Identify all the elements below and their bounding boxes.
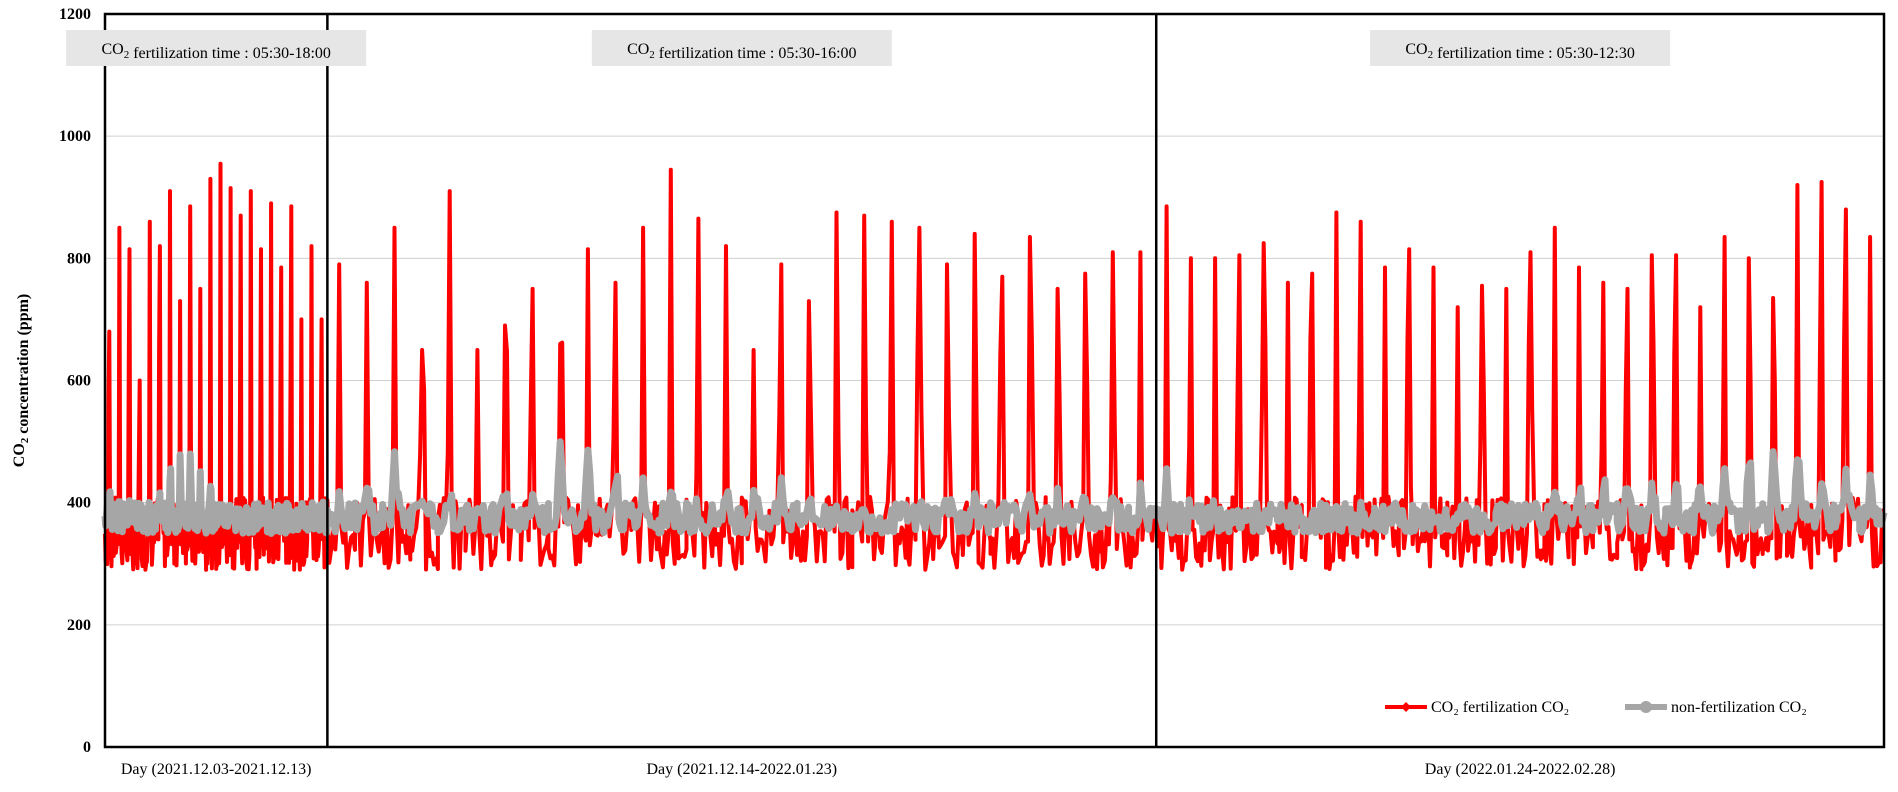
plot-border [103, 12, 1886, 749]
y-tick-label: 400 [67, 495, 91, 512]
x-period-label: Day (2021.12.03-2021.12.13) [121, 761, 312, 778]
series-lines [101, 161, 1888, 572]
legend-entry-label: CO₂ fertilization CO₂ [1431, 699, 1569, 716]
y-axis-ticks: 0 200 400 600 800 1000 1200 [59, 6, 91, 756]
annotation-box [1370, 30, 1671, 66]
legend-marker-diamond [1401, 702, 1411, 712]
legend-marker-circle [1640, 701, 1652, 713]
plot-frame [103, 12, 1886, 749]
x-axis-labels: Day (2021.12.03-2021.12.13) Day (2021.12.… [121, 761, 1616, 778]
x-period-label: Day (2022.01.24-2022.02.28) [1425, 761, 1616, 778]
y-tick-label: 1200 [59, 6, 91, 23]
annotation-box [66, 30, 367, 66]
legend-entry-label: non-fertilization CO₂ [1671, 699, 1807, 716]
annotation-text: CO2 fertilization time : 05:30-18:00 [101, 41, 330, 62]
period-annotations: CO2 fertilization time : 05:30-18:00 CO2 … [66, 30, 1671, 66]
y-axis-label: CO2 concentration (ppm) [11, 294, 32, 467]
y-tick-label: 1000 [59, 128, 91, 145]
annotation-box [591, 30, 892, 66]
y-tick-label: 200 [67, 617, 91, 634]
y-tick-label: 0 [83, 739, 91, 756]
y-tick-label: 800 [67, 250, 91, 267]
annotation-text: CO2 fertilization time : 05:30-12:30 [1405, 41, 1634, 62]
annotation-text: CO2 fertilization time : 05:30-16:00 [627, 41, 856, 62]
legend: CO₂ fertilization CO₂ non-fertilization C… [1385, 699, 1807, 716]
y-tick-label: 600 [67, 373, 91, 390]
series-line-non-fertilization [101, 438, 1888, 537]
x-period-label: Day (2021.12.14-2022.01.23) [646, 761, 837, 778]
